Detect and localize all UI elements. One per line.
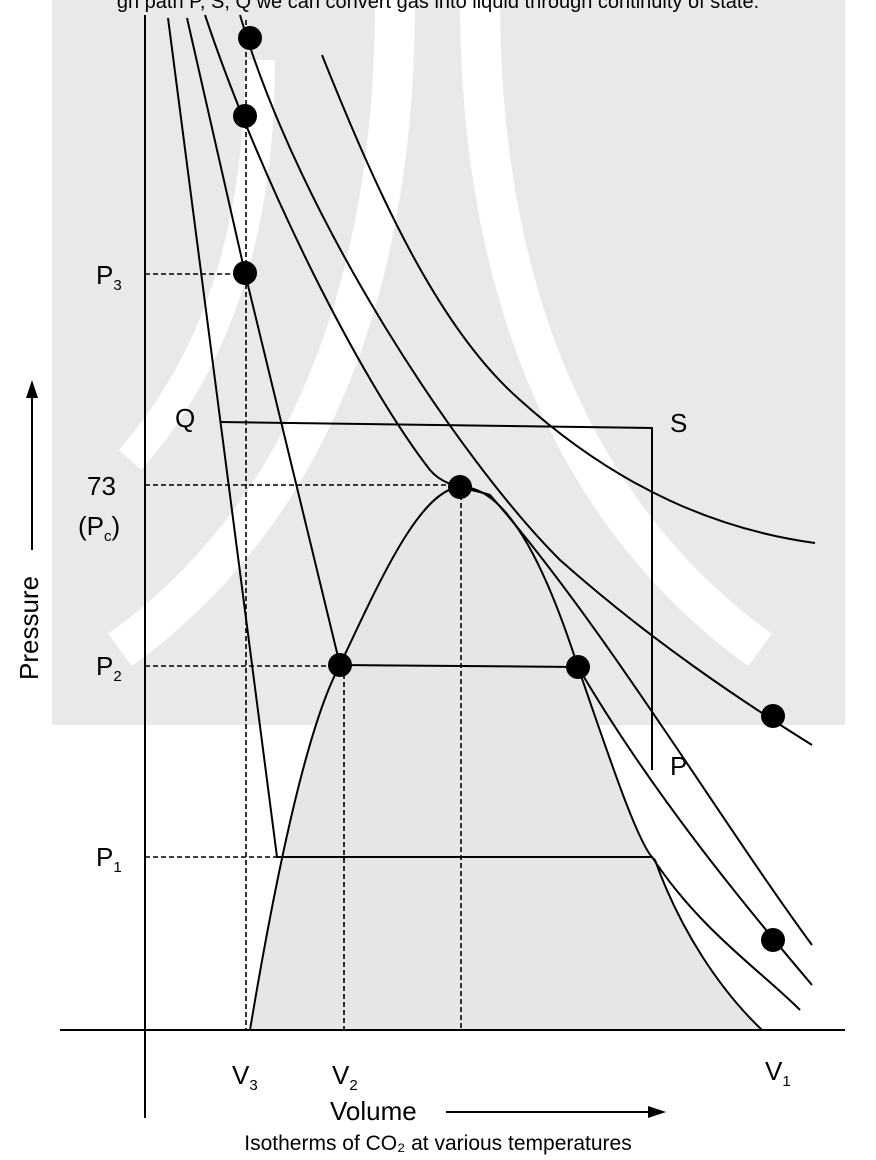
label-main: P xyxy=(96,842,113,872)
label-s: S xyxy=(670,408,687,438)
isotherm-high xyxy=(239,14,813,746)
label-sub: c xyxy=(104,528,112,545)
watermark-arc xyxy=(108,0,415,667)
figure-caption: Isotherms of CO₂ at various temperatures xyxy=(244,1132,631,1155)
label-sub: 3 xyxy=(249,1077,257,1094)
watermark-arc xyxy=(118,59,275,470)
isotherm-highest xyxy=(321,54,816,544)
y-axis-title: Pressure xyxy=(14,576,44,680)
label-main: (P xyxy=(78,511,104,541)
label-main: V xyxy=(232,1060,250,1090)
label-v1: V1 xyxy=(765,1056,791,1090)
point xyxy=(566,655,590,679)
label-p3: P3 xyxy=(96,260,122,294)
point xyxy=(233,261,257,285)
critical-point xyxy=(448,475,472,499)
point xyxy=(328,653,352,677)
label-sub: 1 xyxy=(782,1073,790,1090)
label-close: ) xyxy=(112,511,121,541)
label-sub: 2 xyxy=(349,1077,357,1094)
label-p2: P2 xyxy=(96,651,122,685)
watermark-arc xyxy=(460,0,772,667)
x-arrow-head xyxy=(648,1106,666,1118)
y-arrow-head xyxy=(26,380,38,398)
label-main: V xyxy=(332,1060,350,1090)
label-main: P xyxy=(96,260,113,290)
label-pc: (Pc) xyxy=(78,511,120,545)
label-p: P xyxy=(670,751,687,781)
label-73: 73 xyxy=(87,471,116,501)
point xyxy=(761,704,785,728)
label-q: Q xyxy=(175,403,195,433)
label-sub: 3 xyxy=(113,277,121,294)
top-caption: gh path P, S, Q we can convert gas into … xyxy=(117,0,759,13)
label-sub: 2 xyxy=(113,668,121,685)
label-v3: V3 xyxy=(232,1060,258,1094)
label-sub: 1 xyxy=(113,859,121,876)
point xyxy=(238,26,262,50)
point xyxy=(233,104,257,128)
x-axis-title: Volume xyxy=(330,1096,417,1126)
point xyxy=(761,928,785,952)
label-p1: P1 xyxy=(96,842,122,876)
path-psq xyxy=(219,421,653,770)
label-main: V xyxy=(765,1056,783,1086)
state-points xyxy=(233,26,785,952)
isotherm-p1 xyxy=(167,17,801,1011)
label-v2: V2 xyxy=(332,1060,358,1094)
label-main: P xyxy=(96,651,113,681)
